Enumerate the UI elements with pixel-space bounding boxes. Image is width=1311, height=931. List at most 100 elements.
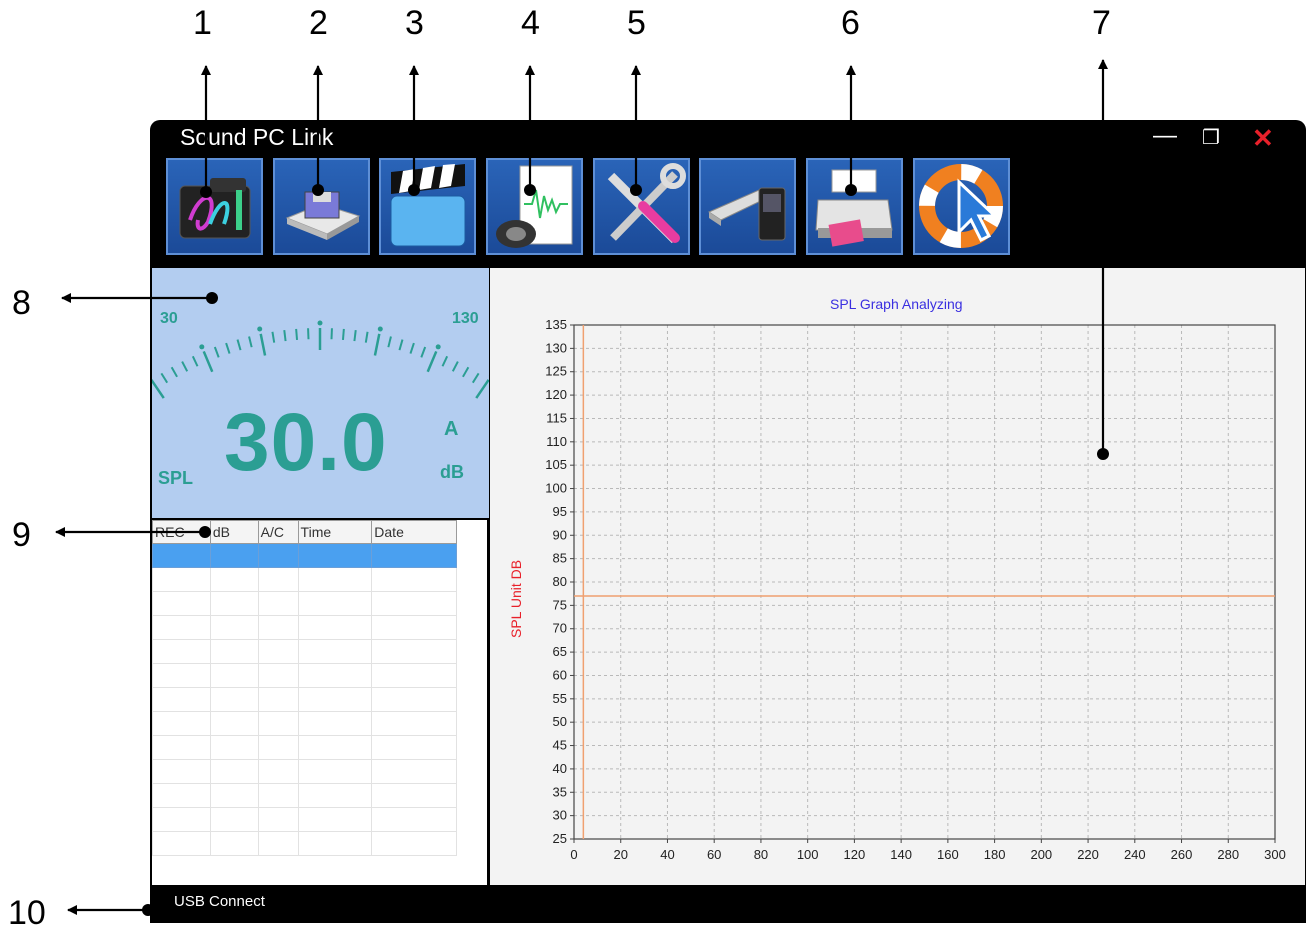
- table-cell: [257, 687, 299, 712]
- table-cell: [152, 615, 211, 640]
- meter-tick: [387, 336, 392, 348]
- y-tick-label: 60: [553, 667, 567, 682]
- meter-tick: [191, 355, 199, 367]
- table-cell: [297, 831, 373, 856]
- window-title: Sound PC Link: [180, 124, 334, 150]
- y-tick-label: 90: [553, 527, 567, 542]
- table-cell: [371, 687, 457, 712]
- table-cell: [297, 663, 373, 688]
- callout-5: 5: [627, 4, 646, 42]
- table-cell: [371, 711, 457, 736]
- x-tick-label: 160: [937, 847, 959, 862]
- table-row[interactable]: [152, 567, 457, 592]
- y-tick-label: 30: [553, 808, 567, 823]
- table-row[interactable]: [152, 831, 457, 856]
- meter-scale-min: 30: [160, 310, 178, 327]
- status-bar: USB Connect: [150, 885, 1306, 923]
- table-cell: [209, 759, 259, 784]
- table-row[interactable]: [152, 783, 457, 808]
- meter-major-dot: [377, 326, 383, 332]
- table-cell: [257, 663, 299, 688]
- table-cell: [297, 639, 373, 664]
- table-cell: [152, 639, 211, 664]
- callout-3: 3: [405, 4, 424, 42]
- analyze-button[interactable]: [486, 158, 583, 255]
- meter-weighting: A: [444, 418, 459, 440]
- app-window: Sound PC Link — ❐ ✕: [150, 120, 1306, 923]
- x-tick-label: 180: [984, 847, 1006, 862]
- table-cell: [297, 591, 373, 616]
- minimize-button[interactable]: —: [1153, 122, 1177, 149]
- callout-9: 9: [12, 516, 31, 554]
- table-cell: [152, 735, 211, 760]
- y-tick-label: 115: [546, 410, 567, 425]
- records-table: REC dB A/C Time Date: [152, 520, 487, 885]
- table-cell: [152, 831, 211, 856]
- meter-tick: [420, 346, 427, 358]
- record-button[interactable]: [379, 158, 476, 255]
- meter-tick: [259, 333, 267, 356]
- data-folder-button[interactable]: [166, 158, 263, 255]
- table-cell: [257, 639, 299, 664]
- table-cell: [209, 807, 259, 832]
- table-cell: [257, 831, 299, 856]
- callout-10: 10: [8, 894, 46, 931]
- meter-tick: [213, 346, 220, 358]
- table-row[interactable]: [152, 639, 457, 664]
- column-header-rec[interactable]: REC: [152, 520, 211, 544]
- x-tick-label: 40: [660, 847, 674, 862]
- meter-tick: [451, 361, 459, 372]
- callout-7: 7: [1092, 4, 1111, 42]
- usb-device-icon: [707, 187, 786, 241]
- meter-major-dot: [435, 344, 441, 350]
- table-row[interactable]: [152, 591, 457, 616]
- table-row[interactable]: [152, 687, 457, 712]
- meter-tick: [373, 333, 381, 356]
- print-button[interactable]: [806, 158, 903, 255]
- table-row[interactable]: [152, 615, 457, 640]
- table-cell: [209, 831, 259, 856]
- meter-tick: [283, 330, 287, 342]
- table-row[interactable]: [152, 735, 457, 760]
- table-row[interactable]: [152, 711, 457, 736]
- table-row[interactable]: [152, 663, 457, 688]
- table-row[interactable]: [152, 759, 457, 784]
- table-cell: [209, 543, 259, 568]
- save-button[interactable]: [273, 158, 370, 255]
- meter-tick: [426, 350, 438, 373]
- speaker-document-icon: [496, 165, 573, 248]
- table-cell: [371, 807, 457, 832]
- tools-icon: [607, 163, 686, 244]
- table-cell: [371, 759, 457, 784]
- table-cell: [297, 567, 373, 592]
- table-cell: [297, 711, 373, 736]
- meter-tick: [364, 331, 369, 343]
- clapperboard-icon: [390, 164, 466, 247]
- y-tick-label: 40: [553, 761, 567, 776]
- usb-download-button[interactable]: [699, 158, 796, 255]
- settings-button[interactable]: [593, 158, 690, 255]
- sound-level-meter: 30 130 30.0 SPL A dB: [152, 268, 489, 518]
- column-header-date[interactable]: Date: [371, 520, 457, 544]
- column-header-time[interactable]: Time: [297, 520, 373, 544]
- table-row[interactable]: [152, 807, 457, 832]
- x-tick-label: 20: [613, 847, 627, 862]
- close-button[interactable]: ✕: [1252, 123, 1274, 153]
- callout-6: 6: [841, 4, 860, 42]
- meter-tick: [462, 366, 470, 378]
- y-tick-label: 100: [545, 481, 567, 496]
- y-tick-label: 70: [553, 621, 567, 636]
- table-row[interactable]: [152, 543, 457, 568]
- y-tick-label: 65: [553, 644, 567, 659]
- y-tick-label: 105: [545, 457, 567, 472]
- callout-1: 1: [193, 4, 212, 42]
- meter-major-dot: [317, 320, 323, 326]
- help-button[interactable]: [913, 158, 1010, 255]
- y-tick-label: 45: [553, 738, 567, 753]
- meter-unit: dB: [440, 462, 464, 482]
- maximize-button[interactable]: ❐: [1202, 127, 1220, 149]
- table-cell: [371, 543, 457, 568]
- table-cell: [257, 591, 299, 616]
- column-header-ac[interactable]: A/C: [257, 520, 299, 544]
- column-header-db[interactable]: dB: [209, 520, 259, 544]
